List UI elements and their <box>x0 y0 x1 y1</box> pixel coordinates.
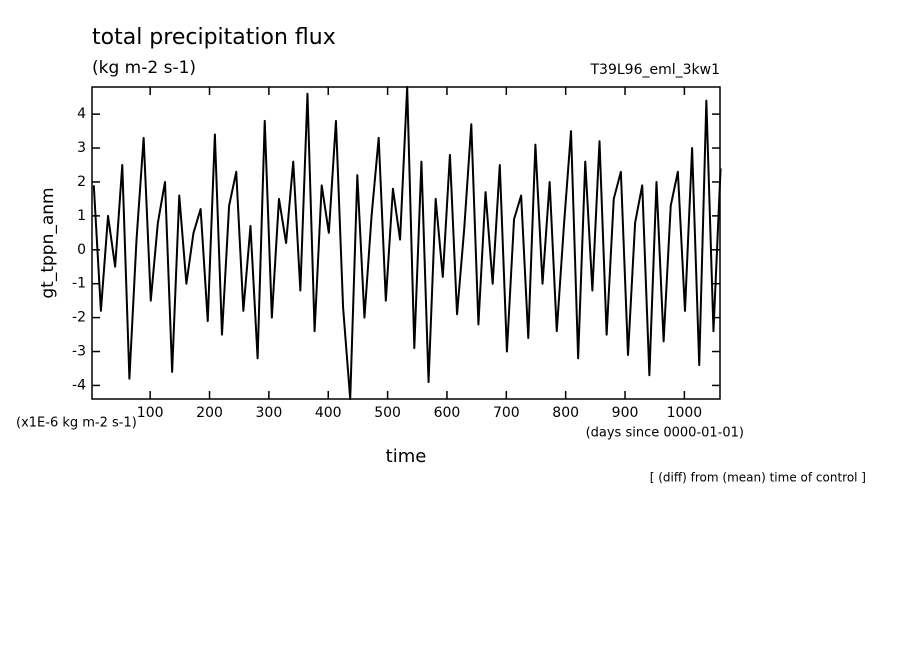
data-line <box>92 86 722 400</box>
y-tick-label: -2 <box>72 310 86 326</box>
x-axis-label: time <box>386 446 427 467</box>
run-label: T39L96_eml_3kw1 <box>590 62 721 78</box>
y-unit: (x1E-6 kg m-2 s-1) <box>16 416 137 431</box>
x-tick-label: 400 <box>315 405 342 421</box>
y-tick-label: 0 <box>77 242 86 258</box>
x-tick-label: 600 <box>434 405 461 421</box>
y-tick-label: 2 <box>77 174 86 190</box>
y-tick-label: 3 <box>77 140 86 156</box>
y-tick-label: -4 <box>72 377 86 393</box>
note: [ (diff) from (mean) time of control ] <box>650 471 866 485</box>
y-tick-label: -3 <box>72 344 86 360</box>
y-tick-label: 4 <box>77 106 86 122</box>
x-tick-label: 900 <box>612 405 639 421</box>
subtitle: (kg m-2 s-1) <box>92 58 196 78</box>
y-tick-label: 1 <box>77 208 86 224</box>
x-tick-label: 700 <box>493 405 520 421</box>
x-tick-label: 1000 <box>667 405 703 421</box>
x-tick-label: 100 <box>137 405 164 421</box>
x-tick-label: 800 <box>552 405 579 421</box>
x-tick-label: 300 <box>256 405 283 421</box>
x-unit: (days since 0000-01-01) <box>586 426 744 441</box>
chart-title: total precipitation flux <box>92 25 336 50</box>
x-tick-label: 200 <box>196 405 223 421</box>
y-tick-label: -1 <box>72 276 86 292</box>
x-tick-label: 500 <box>374 405 401 421</box>
y-axis-label: gt_tppn_anm <box>38 187 58 298</box>
plot-frame <box>91 86 721 400</box>
